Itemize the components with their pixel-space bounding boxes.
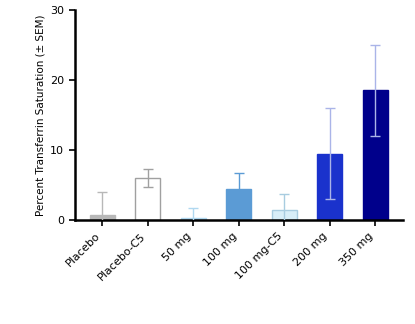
Bar bbox=[90, 215, 115, 220]
Y-axis label: Percent Transferrin Saturation (± SEM): Percent Transferrin Saturation (± SEM) bbox=[36, 14, 46, 216]
Bar bbox=[181, 217, 206, 220]
Bar bbox=[317, 154, 342, 220]
Bar bbox=[226, 189, 251, 220]
Bar bbox=[363, 90, 388, 220]
Bar bbox=[271, 211, 297, 220]
Bar bbox=[135, 178, 160, 220]
